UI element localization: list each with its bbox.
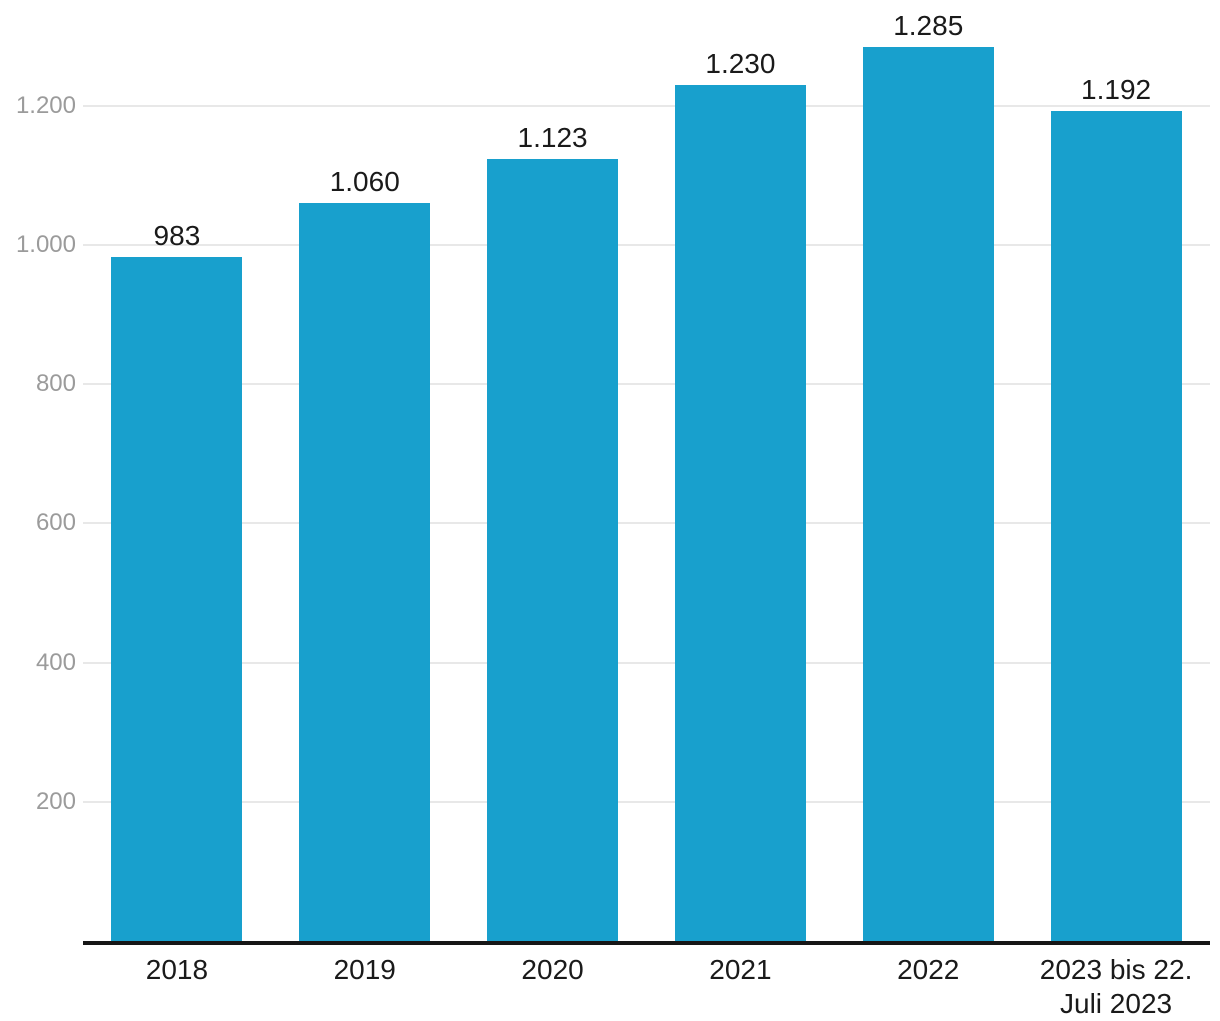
gridline xyxy=(83,104,1210,107)
bar-value-label: 1.230 xyxy=(705,47,776,79)
bar xyxy=(674,84,806,941)
x-axis-line xyxy=(83,941,1210,945)
bar-value-label: 1.060 xyxy=(329,166,400,198)
gridline xyxy=(83,800,1210,803)
x-tick-label: 2020 xyxy=(521,954,584,985)
bar xyxy=(299,203,431,941)
x-tick-label: 2018 xyxy=(145,954,209,985)
y-tick-label: 1.000 xyxy=(15,230,76,258)
bar xyxy=(862,46,994,941)
x-tick-label: 2022 xyxy=(897,954,960,985)
bar xyxy=(1050,111,1182,941)
bar xyxy=(487,159,619,941)
bar-value-label: 1.192 xyxy=(1081,74,1152,106)
x-tick-label: 2023 bis 22. Juli 2023 xyxy=(1039,954,1193,1019)
bar-value-label: 983 xyxy=(153,219,201,251)
x-tick-label: 2019 xyxy=(333,954,396,985)
y-tick-label: 200 xyxy=(35,787,76,815)
y-tick-label: 400 xyxy=(35,648,76,676)
gridline xyxy=(83,661,1210,664)
y-tick-label: 600 xyxy=(35,509,76,537)
gridline xyxy=(83,522,1210,525)
gridline xyxy=(83,243,1210,246)
y-tick-label: 800 xyxy=(35,370,76,398)
bar-value-label: 1.285 xyxy=(893,9,964,41)
gridline xyxy=(83,383,1210,386)
y-tick-label: 1.200 xyxy=(15,91,76,119)
x-tick-label: 2021 xyxy=(709,954,772,985)
bar xyxy=(111,256,243,941)
bar-value-label: 1.123 xyxy=(517,122,588,154)
